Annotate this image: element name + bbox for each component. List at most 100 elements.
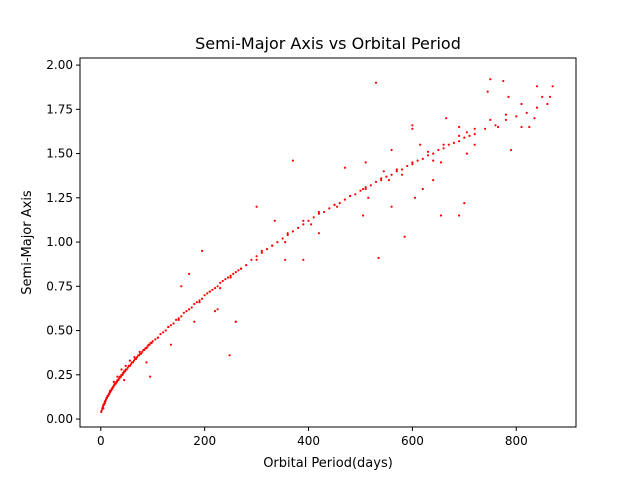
x-axis-label: Orbital Period(days) — [263, 456, 393, 471]
data-point — [284, 258, 287, 261]
data-point — [213, 310, 217, 313]
data-point — [400, 173, 404, 176]
data-point — [190, 306, 193, 309]
data-point — [437, 148, 440, 152]
data-point — [323, 210, 326, 214]
data-point — [224, 278, 227, 281]
data-point — [291, 159, 294, 162]
data-point — [400, 168, 404, 171]
data-point — [221, 279, 224, 283]
data-point — [385, 175, 388, 178]
y-tick-label: 2.00 — [46, 58, 73, 72]
data-point — [226, 276, 230, 279]
data-point — [286, 233, 289, 237]
data-point — [515, 115, 518, 118]
data-point — [359, 189, 362, 192]
data-point — [149, 375, 152, 378]
data-point — [229, 276, 232, 279]
data-point — [125, 368, 128, 371]
data-point — [203, 294, 206, 297]
data-point — [169, 343, 172, 346]
data-point — [302, 258, 305, 261]
data-point — [447, 143, 450, 146]
data-point — [116, 375, 119, 378]
data-point — [291, 230, 294, 233]
data-point — [103, 402, 106, 405]
data-point — [497, 125, 500, 129]
data-point — [177, 317, 180, 320]
data-point — [374, 180, 378, 183]
data-point — [502, 79, 505, 83]
y-tick-label: 0.00 — [46, 412, 73, 426]
data-point — [201, 297, 204, 300]
data-point — [143, 348, 146, 352]
chart-title: Semi-Major Axis vs Orbital Period — [195, 34, 461, 53]
data-point — [131, 361, 135, 364]
data-point — [229, 274, 232, 277]
data-point — [463, 136, 466, 139]
data-point — [260, 251, 263, 254]
y-tick-label: 0.25 — [46, 368, 73, 382]
y-tick-label: 1.50 — [46, 147, 73, 161]
data-point — [101, 405, 104, 408]
data-point — [541, 95, 544, 98]
x-axis-ticks: 0 200 400 600 800 — [97, 427, 528, 448]
data-point — [128, 364, 131, 367]
data-point — [271, 244, 274, 247]
data-point — [211, 288, 214, 291]
data-point — [234, 271, 237, 274]
data-point — [172, 322, 175, 325]
y-axis-label: Semi-Major Axis — [20, 190, 35, 295]
data-point — [133, 356, 136, 359]
data-point — [193, 302, 196, 306]
data-point — [206, 292, 209, 295]
data-point — [117, 379, 120, 382]
data-point — [100, 409, 103, 412]
data-points — [100, 78, 554, 414]
data-point — [426, 154, 430, 157]
data-point — [390, 205, 393, 208]
data-point — [284, 241, 287, 244]
y-tick-label: 1.00 — [46, 235, 73, 249]
data-point — [260, 249, 263, 252]
data-point — [463, 202, 466, 205]
data-point — [100, 410, 103, 414]
data-point — [141, 350, 144, 353]
data-point — [551, 85, 554, 88]
data-point — [121, 373, 124, 376]
data-point — [484, 127, 487, 130]
data-point — [193, 320, 196, 323]
data-point — [234, 320, 237, 323]
data-point — [421, 187, 424, 191]
data-point — [442, 143, 445, 146]
data-point — [458, 140, 461, 143]
data-point — [452, 141, 455, 144]
data-point — [507, 95, 510, 98]
data-point — [201, 249, 204, 252]
data-point — [377, 256, 380, 260]
data-point — [104, 400, 107, 403]
data-point — [432, 159, 435, 162]
data-point — [310, 223, 313, 226]
data-point — [182, 311, 185, 314]
x-tick-label: 0 — [97, 434, 105, 448]
data-point — [146, 345, 149, 348]
x-tick-label: 600 — [401, 434, 424, 448]
y-tick-label: 0.75 — [46, 279, 73, 293]
data-point — [390, 148, 393, 152]
data-point — [216, 285, 219, 288]
data-point — [328, 207, 331, 210]
data-point — [102, 407, 105, 410]
data-point — [104, 398, 108, 401]
data-point — [180, 285, 183, 288]
data-point — [140, 352, 143, 355]
data-point — [136, 356, 139, 359]
data-point — [118, 377, 121, 380]
data-point — [169, 324, 172, 327]
data-point — [473, 143, 476, 146]
data-point — [145, 361, 148, 364]
data-point — [177, 318, 180, 321]
data-point — [419, 143, 422, 146]
data-point — [255, 205, 258, 208]
